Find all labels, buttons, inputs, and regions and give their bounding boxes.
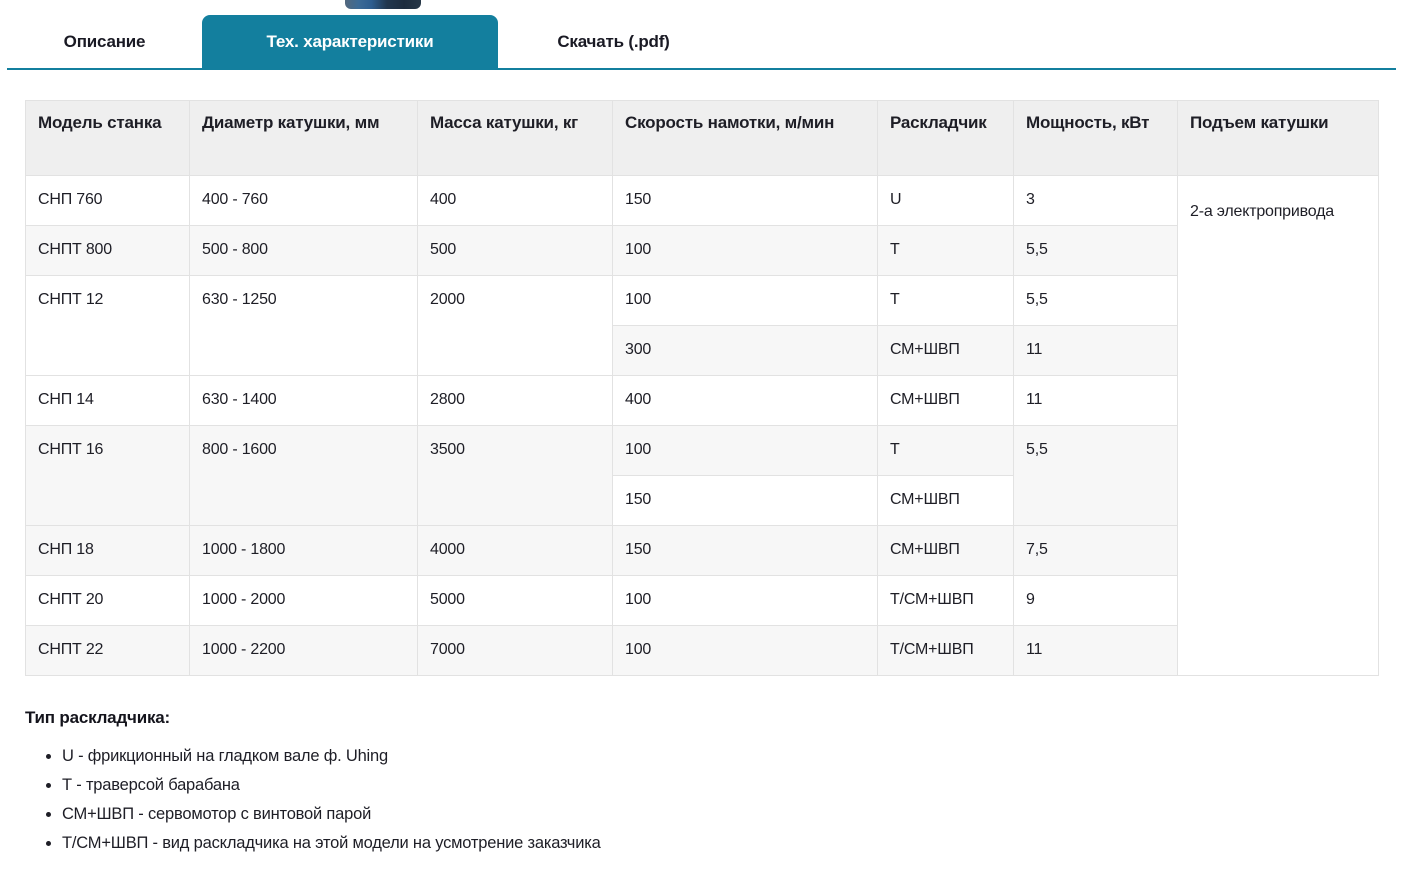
table-header-row: Модель станка Диаметр катушки, мм Масса ка… xyxy=(25,100,1379,176)
table-cell: 150 xyxy=(612,175,878,226)
table-row: СНПТ 12 630 - 1250 2000 100 Т 5,5 xyxy=(25,275,1379,376)
table-cell: СНП 14 xyxy=(25,375,190,426)
table-cell: 5,5 xyxy=(1013,275,1178,326)
table-cell: 630 - 1250 xyxy=(189,275,418,376)
lift-cell: 2-а электропривода xyxy=(1177,175,1379,676)
table-cell: 800 - 1600 xyxy=(189,425,418,526)
table-cell: СНПТ 20 xyxy=(25,575,190,626)
table-cell: 3500 xyxy=(417,425,613,526)
table-cell: Т/СМ+ШВП xyxy=(877,575,1014,626)
table-cell: 9 xyxy=(1013,575,1178,626)
table-cell: Т xyxy=(877,275,1014,326)
legend-title: Тип раскладчика: xyxy=(25,708,170,727)
table-cell: СМ+ШВП xyxy=(877,525,1014,576)
tab-download-pdf[interactable]: Скачать (.pdf) xyxy=(557,31,670,51)
column-header: Масса катушки, кг xyxy=(417,100,613,176)
column-header: Диаметр катушки, мм xyxy=(189,100,418,176)
table-cell: 1000 - 2200 xyxy=(189,625,418,676)
table-cell: 150 xyxy=(612,525,878,576)
table-cell: СНПТ 12 xyxy=(25,275,190,376)
table-cell: СНПТ 800 xyxy=(25,225,190,276)
product-image-partial xyxy=(345,0,421,9)
table-cell: 100 xyxy=(612,275,878,326)
table-cell: СМ+ШВП xyxy=(877,325,1014,376)
table-cell: Т xyxy=(877,225,1014,276)
table-cell: 11 xyxy=(1013,325,1178,376)
legend-item: СМ+ШВП - сервомотор с винтовой парой xyxy=(62,805,1378,824)
table-cell: 630 - 1400 xyxy=(189,375,418,426)
table-cell: 100 xyxy=(612,575,878,626)
table-cell: 300 xyxy=(612,325,878,376)
column-header: Скорость намотки, м/мин xyxy=(612,100,878,176)
tech-specs-table: Модель станка Диаметр катушки, мм Масса ка… xyxy=(25,100,1379,676)
table-cell: 100 xyxy=(612,425,878,476)
legend-item: Т/СМ+ШВП - вид раскладчика на этой модел… xyxy=(62,834,1378,853)
table-row: 300 СМ+ШВП 11 xyxy=(26,325,1379,376)
tab-bar: Описание Тех. характеристики Скачать (.p… xyxy=(7,15,1396,70)
table-cell: СМ+ШВП xyxy=(877,375,1014,426)
tab-tech-specs[interactable]: Тех. характеристики xyxy=(202,15,498,68)
table-cell: СНП 760 xyxy=(25,175,190,226)
column-header: Раскладчик xyxy=(877,100,1014,176)
table-cell: 500 - 800 xyxy=(189,225,418,276)
table-row: СНП 760 400 - 760 400 150 U 3 2-а электроприво… xyxy=(25,175,1379,676)
table-cell: 4000 xyxy=(417,525,613,576)
table-cell: 3 xyxy=(1013,175,1178,226)
table-cell: 5,5 xyxy=(1013,425,1178,526)
table-cell: 400 xyxy=(417,175,613,226)
legend-item: Т - траверсой барабана xyxy=(62,776,1378,795)
table-cell: 500 xyxy=(417,225,613,276)
table-cell: 100 xyxy=(612,625,878,676)
legend-item: U - фрикционный на гладком вале ф. Uhing xyxy=(62,747,1378,766)
table-cell: 5,5 xyxy=(1013,225,1178,276)
table-cell: 5000 xyxy=(417,575,613,626)
table-cell: 400 xyxy=(612,375,878,426)
table-cell: СНПТ 22 xyxy=(25,625,190,676)
tab-description[interactable]: Описание xyxy=(63,31,146,51)
table-row: 150 СМ+ШВП xyxy=(26,475,1379,526)
table-cell: 11 xyxy=(1013,375,1178,426)
layout-type-legend: Тип раскладчика: U - фрикционный на глад… xyxy=(25,708,1378,853)
table-cell: 150 xyxy=(612,475,878,526)
table-cell: СМ+ШВП xyxy=(877,475,1014,526)
table-row: СНПТ 800 500 - 800 500 100 Т 5,5 xyxy=(25,225,1379,276)
table-cell: U xyxy=(877,175,1014,226)
table-cell: Т xyxy=(877,425,1014,476)
legend-list: U - фрикционный на гладком вале ф. Uhing… xyxy=(25,747,1378,853)
table-cell: 7000 xyxy=(417,625,613,676)
table-row: СНП 14 630 - 1400 2800 400 СМ+ШВП 11 xyxy=(25,375,1379,426)
table-cell: 2000 xyxy=(417,275,613,376)
column-header: Подъем катушки xyxy=(1177,100,1379,176)
table-cell: 7,5 xyxy=(1013,525,1178,576)
table-row: СНПТ 22 1000 - 2200 7000 100 Т/СМ+ШВП 11 xyxy=(25,625,1379,676)
table-cell: СНПТ 16 xyxy=(25,425,190,526)
table-cell: 11 xyxy=(1013,625,1178,676)
table-cell: Т/СМ+ШВП xyxy=(877,625,1014,676)
column-header: Мощность, кВт xyxy=(1013,100,1178,176)
table-cell: 100 xyxy=(612,225,878,276)
page-header: Описание Тех. характеристики Скачать (.p… xyxy=(0,0,1403,70)
table-cell: 1000 - 1800 xyxy=(189,525,418,576)
table-cell: СНП 18 xyxy=(25,525,190,576)
table-row: СНПТ 20 1000 - 2000 5000 100 Т/СМ+ШВП 9 xyxy=(25,575,1379,626)
table-cell: 2800 xyxy=(417,375,613,426)
table-row: СНП 18 1000 - 1800 4000 150 СМ+ШВП 7,5 xyxy=(25,525,1379,576)
table-cell: 1000 - 2000 xyxy=(189,575,418,626)
table-cell: 400 - 760 xyxy=(189,175,418,226)
column-header: Модель станка xyxy=(25,100,190,176)
table-row: СНПТ 16 800 - 1600 3500 100 Т 5,5 xyxy=(25,425,1379,526)
